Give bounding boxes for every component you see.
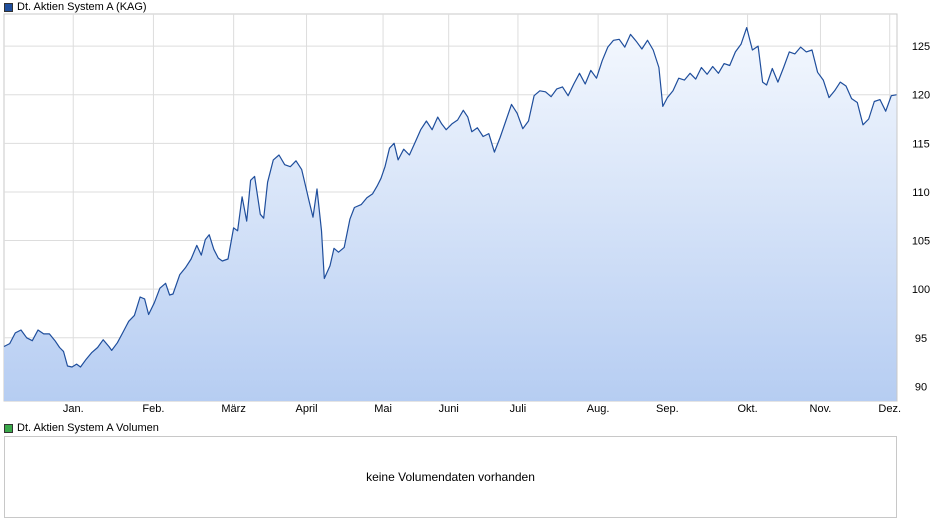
y-tick-label: 100 [912,284,930,296]
y-tick-label: 105 [912,236,930,248]
x-tick-label: Juli [510,403,527,415]
y-tick-label: 120 [912,90,930,102]
x-tick-label: Nov. [810,403,832,415]
x-tick-label: Okt. [737,403,757,415]
y-tick-label: 125 [912,41,930,53]
legend-volume-swatch [4,423,13,433]
legend-volume-label: Dt. Aktien System A Volumen [17,422,159,434]
legend-price-swatch [4,2,13,12]
x-tick-label: Dez. [878,403,901,415]
legend-volume: Dt. Aktien System A Volumen [4,421,159,435]
x-tick-label: April [296,403,318,415]
price-chart: 90 95 100 105 110 115 120 125 Jan. Feb. März April M… [3,13,930,415]
x-tick-label: Sep. [656,403,679,415]
volume-panel: keine Volumendaten vorhanden [4,436,897,518]
legend-price-label: Dt. Aktien System A (KAG) [17,1,147,13]
y-tick-label: 115 [912,138,930,150]
x-tick-label: Aug. [587,403,610,415]
x-tick-label: Feb. [142,403,164,415]
volume-empty-message: keine Volumendaten vorhanden [366,470,535,484]
legend-price: Dt. Aktien System A (KAG) [4,0,147,14]
y-tick-label: 95 [915,333,927,345]
series-line [3,27,898,368]
y-tick-label: 110 [912,187,930,199]
x-tick-label: Jan. [63,403,84,415]
series-area [4,27,897,401]
x-tick-label: Juni [439,403,459,415]
x-tick-label: Mai [374,403,392,415]
x-tick-label: März [221,403,245,415]
y-tick-label: 90 [915,381,927,393]
